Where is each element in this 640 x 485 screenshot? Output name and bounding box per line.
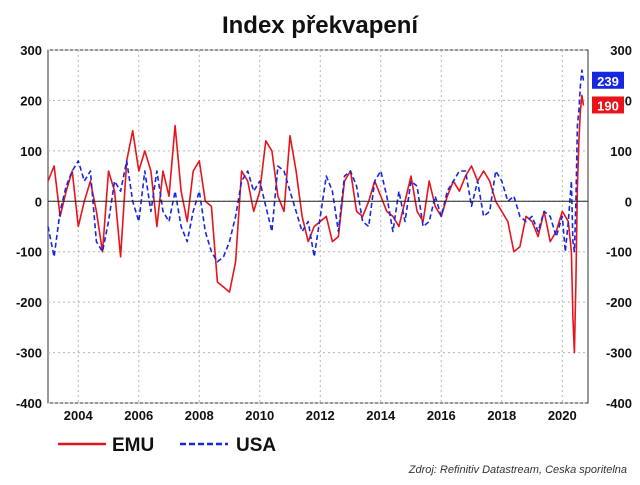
x-tick-label: 2016 — [427, 408, 456, 423]
y-tick-label-right: 100 — [610, 144, 632, 159]
x-axis-ticks: 2004 2006 2008 2010 2012 2014 2016 2018 2020 — [64, 408, 577, 423]
y-tick-label-right: -100 — [606, 245, 632, 260]
x-tick-label: 2010 — [245, 408, 274, 423]
y-axis-ticks: 30030020020010010000-100-100-200-200-300… — [16, 43, 632, 411]
end-value-label-emu: 190 — [597, 98, 619, 113]
y-tick-label-left: 300 — [20, 43, 42, 58]
y-tick-label-right: -300 — [606, 346, 632, 361]
end-value-box-emu — [592, 96, 624, 114]
x-tick-label: 2008 — [185, 408, 214, 423]
end-value-labels: 190 239 — [592, 71, 624, 114]
plot-area — [47, 49, 589, 404]
y-tick-label-right: -400 — [606, 396, 632, 411]
y-tick-label-right: -200 — [606, 295, 632, 310]
legend: EMU USA — [58, 435, 276, 456]
legend-label-usa: USA — [236, 435, 276, 456]
grid-layer — [48, 49, 588, 404]
y-tick-label-left: 0 — [35, 194, 42, 209]
legend-label-emu: EMU — [112, 435, 154, 456]
y-tick-label-left: -300 — [16, 346, 42, 361]
source-note: Zdroj: Refinitiv Datastream, Ceska spori… — [408, 464, 627, 476]
x-tick-label: 2014 — [366, 408, 396, 423]
x-tick-label: 2012 — [306, 408, 335, 423]
x-tick-label: 2020 — [548, 408, 577, 423]
series-layer — [47, 69, 585, 354]
series-line-emu — [47, 94, 585, 354]
y-tick-label-left: 100 — [20, 144, 42, 159]
y-tick-label-right: 300 — [610, 43, 632, 58]
series-line-usa — [47, 69, 585, 263]
y-tick-label-left: -400 — [16, 396, 42, 411]
y-tick-label-left: 200 — [20, 93, 42, 108]
y-tick-label-left: -100 — [16, 245, 42, 260]
y-tick-label-right: 0 — [625, 194, 632, 209]
x-tick-label: 2006 — [124, 408, 153, 423]
y-tick-label-left: -200 — [16, 295, 42, 310]
end-value-label-usa: 239 — [597, 74, 619, 89]
chart-title: Index překvapení — [222, 12, 419, 39]
x-tick-label: 2018 — [487, 408, 516, 423]
end-value-box-usa — [592, 71, 624, 89]
x-tick-label: 2004 — [64, 408, 94, 423]
